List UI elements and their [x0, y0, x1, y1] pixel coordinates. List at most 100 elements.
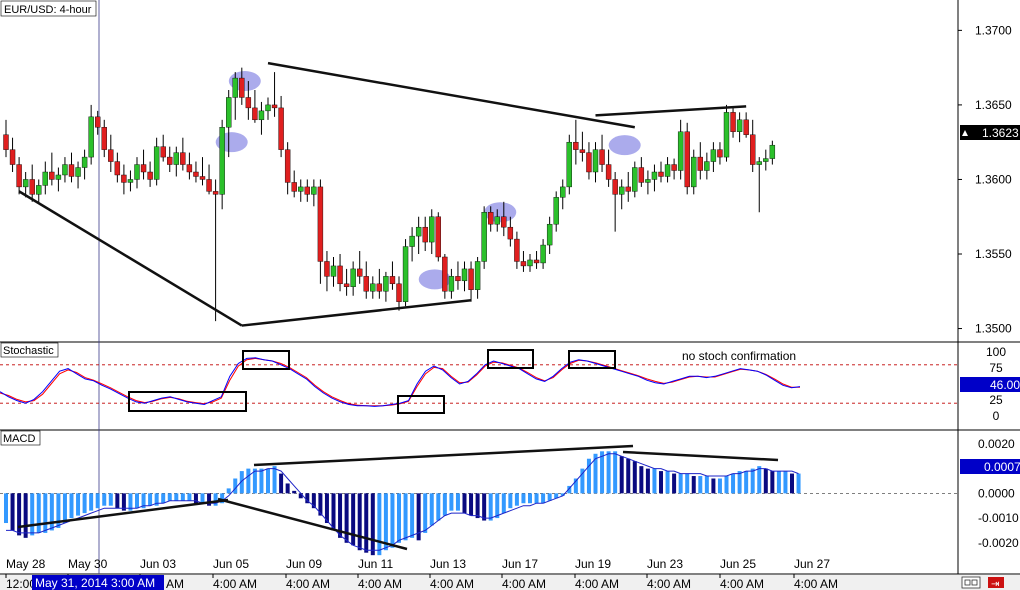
candle-body	[697, 156, 703, 171]
stoch-tick-label: 75	[989, 361, 1003, 375]
macd-bar	[266, 468, 270, 494]
macd-bar	[528, 493, 532, 504]
candle-body	[121, 174, 127, 183]
candle-body	[370, 283, 376, 292]
macd-bar	[383, 493, 388, 551]
candle-body	[402, 246, 409, 302]
candle-body	[736, 119, 743, 132]
macd-bar	[226, 488, 231, 494]
stoch-line-1	[0, 357, 801, 407]
macd-bar	[645, 468, 650, 494]
candle-body	[49, 171, 55, 180]
macd-bar	[193, 493, 198, 504]
candle-body	[619, 186, 625, 195]
chart-scroll-button[interactable]	[961, 576, 981, 589]
macd-bar	[56, 493, 61, 528]
candle-body	[62, 164, 68, 176]
macd-bar	[717, 478, 722, 494]
macd-bar	[180, 493, 185, 501]
candle-body	[710, 149, 717, 162]
macd-bar	[370, 493, 375, 556]
stochastic-title-box	[0, 342, 59, 358]
macd-bar	[429, 493, 434, 526]
macd-bar	[416, 493, 421, 541]
candle-body	[625, 186, 631, 192]
macd-bar	[10, 493, 15, 531]
candle-body	[252, 107, 258, 121]
macd-bar	[685, 473, 690, 494]
candle-body	[533, 259, 540, 264]
macd-bar	[36, 493, 41, 533]
candle-body	[461, 268, 468, 282]
candle-body	[723, 112, 730, 158]
chart-title-box	[0, 0, 97, 17]
stoch-box-0	[128, 391, 247, 412]
candle-body	[278, 107, 284, 150]
macd-bar	[573, 478, 578, 494]
macd-bar	[200, 493, 205, 504]
candle-body	[134, 164, 140, 180]
candle-body	[357, 268, 363, 277]
time-label-date: Jun 03	[140, 557, 176, 571]
price-tick-label: 1.3700	[975, 23, 1012, 37]
candle-body	[193, 171, 199, 177]
macd-trendline-2	[253, 444, 634, 467]
candle-body	[173, 152, 180, 165]
candle-body	[304, 186, 310, 195]
candle-body	[350, 268, 356, 287]
time-label-date: Jun 23	[647, 557, 683, 571]
macd-bar	[567, 485, 572, 494]
macd-bar	[397, 493, 401, 543]
macd-bar	[442, 493, 447, 516]
candle-body	[638, 167, 645, 183]
macd-bar	[4, 493, 8, 524]
macd-title-box	[0, 430, 41, 446]
macd-bar	[292, 490, 297, 494]
stochastic-panel	[0, 349, 958, 414]
time-label-date: May 30	[68, 557, 108, 571]
macd-bar	[233, 478, 238, 494]
macd-bar	[534, 493, 539, 504]
candle-body	[717, 149, 723, 158]
macd-bar	[213, 493, 218, 506]
candle-body	[232, 77, 238, 98]
candle-body	[566, 141, 572, 188]
time-label-hour: 4:00 AM	[575, 577, 619, 590]
candle-body	[605, 164, 612, 180]
macd-bar	[508, 493, 513, 509]
last-price-tag: 1.3623	[960, 125, 1020, 140]
candle-body	[632, 167, 638, 192]
macd-bar	[357, 493, 362, 551]
highlight-ellipse-4	[608, 135, 641, 156]
macd-bar	[521, 493, 526, 504]
candle-body	[22, 179, 29, 188]
macd-bar	[796, 473, 801, 494]
macd-bar	[187, 493, 192, 501]
candle-body	[494, 216, 500, 225]
macd-bar	[613, 451, 618, 494]
candle-body	[658, 171, 664, 177]
chart-shift-button[interactable]: ⇥	[988, 577, 1004, 590]
candle-body	[743, 119, 749, 135]
candle-body	[245, 97, 252, 109]
price-trendline-3	[595, 105, 747, 117]
candle-body	[415, 226, 422, 237]
macd-bar	[698, 476, 703, 494]
macd-bar	[488, 493, 493, 521]
time-label-hour: 4:00 AM	[358, 577, 402, 590]
macd-bar	[770, 471, 775, 494]
macd-bar	[678, 473, 683, 494]
candle-body	[599, 149, 605, 165]
macd-bar	[338, 493, 343, 538]
candle-body	[468, 268, 474, 290]
macd-bar	[724, 476, 729, 494]
candle-body	[455, 276, 461, 282]
candle-body	[514, 238, 520, 262]
candle-body	[206, 179, 212, 192]
price-tick-label: 1.3650	[975, 98, 1012, 112]
macd-bar	[423, 493, 428, 533]
candle-body	[68, 164, 75, 177]
candle-body	[81, 156, 88, 168]
candle-body	[258, 110, 265, 121]
macd-bar	[102, 493, 107, 506]
